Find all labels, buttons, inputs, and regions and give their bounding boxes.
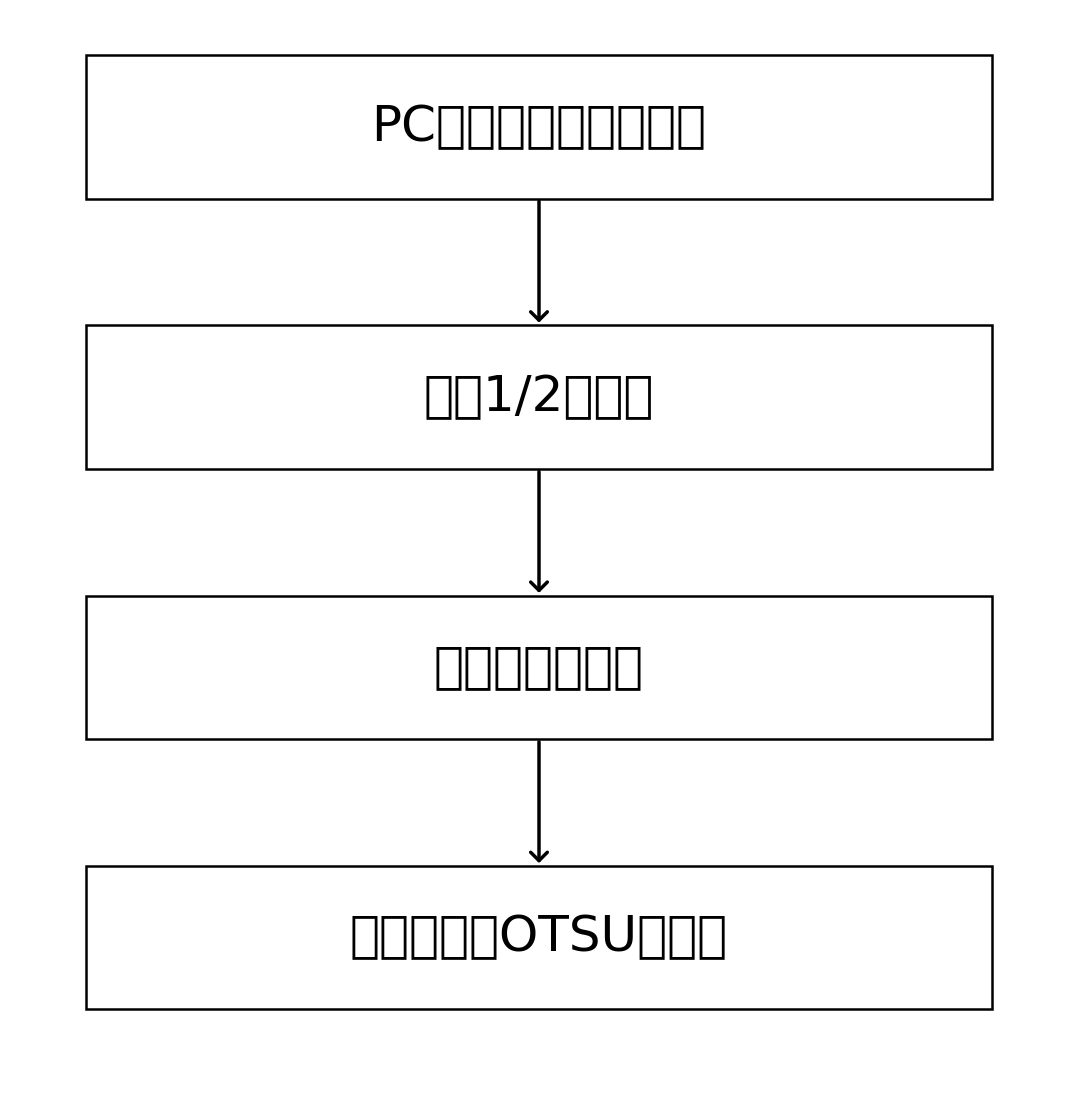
Text: 图像自适应OTSU二值化: 图像自适应OTSU二值化 [350, 913, 728, 962]
Text: PC机读入时序图像数据: PC机读入时序图像数据 [372, 103, 706, 151]
Bar [86, 325, 992, 469]
Bar [86, 55, 992, 199]
Bar [86, 596, 992, 739]
Bar [86, 866, 992, 1009]
Text: 图像权值灰度化: 图像权值灰度化 [434, 643, 644, 692]
Text: 图像1/2降采样: 图像1/2降采样 [424, 373, 654, 421]
